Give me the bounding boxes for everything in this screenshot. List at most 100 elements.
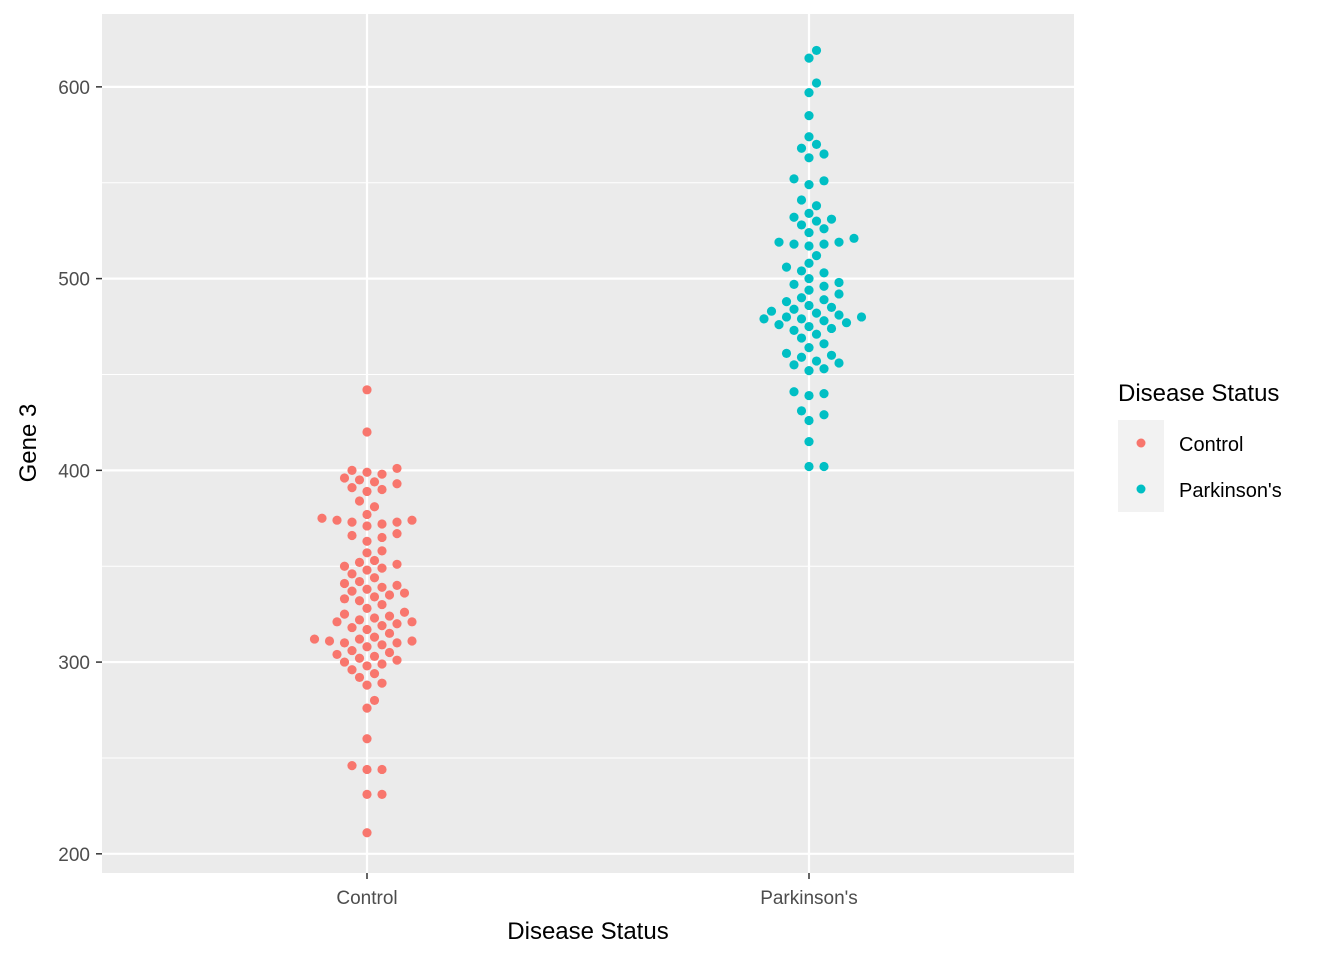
data-point: [804, 241, 814, 251]
data-point: [332, 649, 342, 660]
data-point: [354, 596, 365, 606]
data-point: [789, 212, 799, 222]
data-point: [362, 385, 372, 395]
data-point: [332, 515, 342, 525]
data-point: [781, 348, 792, 358]
data-point: [377, 532, 387, 543]
data-point: [377, 659, 387, 669]
data-point: [789, 279, 799, 289]
data-point: [377, 484, 387, 495]
data-point: [834, 310, 844, 320]
data-point: [804, 461, 814, 472]
data-point: [781, 312, 792, 322]
data-point: [339, 578, 350, 589]
data-point: [377, 563, 387, 573]
data-point: [354, 672, 365, 683]
data-point: [811, 308, 822, 318]
data-point: [362, 642, 372, 652]
data-point: [354, 475, 365, 485]
data-point: [362, 548, 372, 558]
axis-layer: 200 300 400 500 600 Control Parkinson's: [58, 78, 858, 909]
data-point: [826, 323, 837, 334]
data-point: [834, 358, 844, 368]
data-point: [362, 624, 372, 635]
data-point: [347, 530, 357, 541]
data-point: [819, 364, 829, 374]
data-point: [339, 609, 350, 619]
data-point: [384, 611, 395, 621]
data-point: [369, 592, 380, 602]
data-point: [796, 314, 807, 324]
data-point: [347, 517, 357, 527]
y-axis-title: Gene 3: [15, 404, 42, 483]
data-point: [384, 647, 395, 658]
data-point: [369, 502, 380, 512]
data-point: [811, 216, 822, 226]
data-point: [819, 224, 829, 234]
data-point: [362, 734, 372, 744]
data-point: [369, 695, 380, 706]
data-point: [377, 469, 387, 479]
data-point: [392, 580, 402, 590]
data-point: [392, 463, 402, 474]
data-point: [384, 628, 395, 638]
data-point: [392, 479, 402, 489]
data-point: [362, 828, 372, 838]
data-point: [834, 277, 844, 288]
data-point: [789, 325, 799, 335]
data-point: [362, 509, 372, 520]
data-point: [804, 390, 814, 401]
data-point: [804, 111, 814, 121]
data-point: [804, 153, 814, 163]
data-point: [362, 536, 372, 546]
data-point: [759, 314, 769, 324]
data-point: [819, 461, 829, 472]
data-point: [347, 645, 357, 656]
plot-panel: [102, 14, 1074, 873]
data-point: [362, 789, 372, 799]
data-point: [347, 483, 357, 493]
data-point: [781, 262, 792, 272]
x-axis-title: Disease Status: [507, 918, 668, 945]
data-point: [377, 599, 387, 610]
data-point: [766, 306, 777, 316]
data-point: [819, 268, 829, 278]
y-tick-label: 200: [58, 845, 90, 866]
y-tick-label: 300: [58, 653, 90, 674]
data-point: [347, 761, 357, 771]
data-point: [789, 304, 799, 314]
data-point: [819, 339, 829, 349]
data-point: [369, 555, 380, 566]
data-point: [811, 329, 822, 339]
data-point: [399, 607, 410, 617]
data-point: [369, 573, 380, 583]
data-point: [789, 174, 799, 184]
data-point: [826, 350, 837, 360]
data-point: [354, 653, 365, 663]
data-point: [362, 764, 372, 775]
data-point: [354, 615, 365, 625]
data-point: [377, 519, 387, 529]
data-point: [796, 406, 807, 416]
data-point: [819, 239, 829, 249]
data-point: [841, 318, 852, 328]
x-tick-label: Control: [336, 888, 397, 909]
data-point: [362, 584, 372, 594]
data-point: [339, 473, 350, 483]
data-point: [796, 352, 807, 362]
data-point: [811, 139, 822, 149]
data-point: [362, 467, 372, 477]
x-tick-label: Parkinson's: [760, 888, 858, 909]
data-point: [819, 316, 829, 326]
data-point: [347, 465, 357, 475]
data-point: [804, 343, 814, 353]
data-point: [369, 477, 380, 487]
legend-label-parkinsons: Parkinson's: [1179, 480, 1282, 502]
data-point: [377, 546, 387, 556]
data-point: [849, 233, 859, 243]
data-point: [392, 619, 402, 629]
data-point: [826, 214, 837, 224]
data-point: [362, 486, 372, 497]
